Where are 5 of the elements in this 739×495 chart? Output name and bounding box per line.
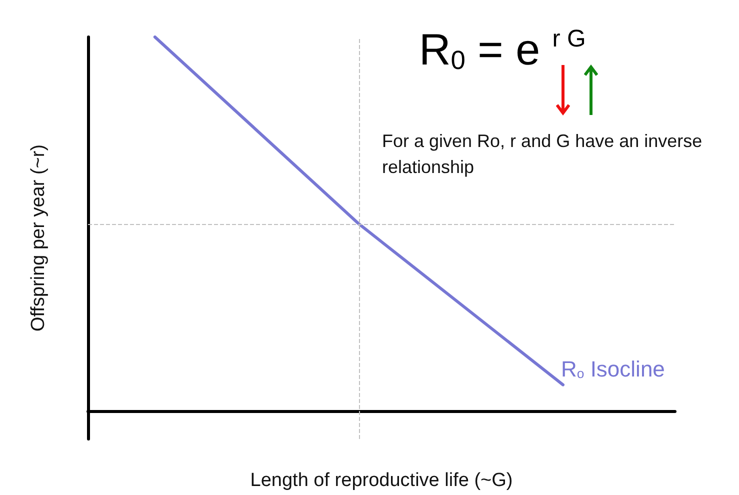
chart-title: R0 = e r G	[419, 26, 586, 75]
series-label: Ro Isocline	[560, 356, 665, 382]
annotation: For a given Ro, r and G have an inverse relationship	[382, 131, 708, 177]
x-axis-title: Length of reproductive life (~G)	[250, 470, 513, 491]
y-axis-title: Offspring per year (~r)	[28, 144, 49, 332]
